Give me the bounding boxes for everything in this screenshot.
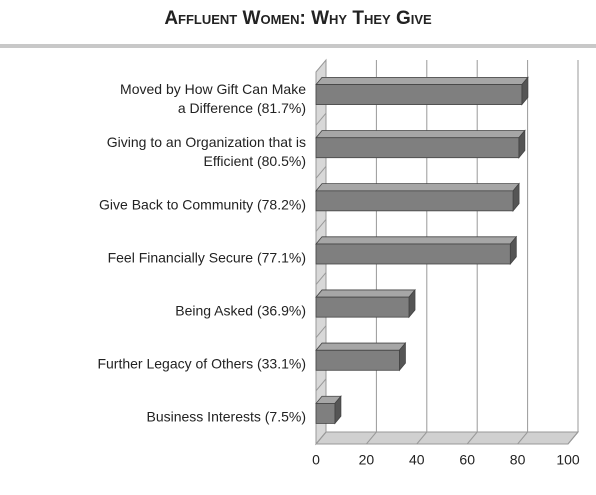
x-tick-label: 60 bbox=[459, 452, 475, 468]
y-tick-label: Business Interests (7.5%) bbox=[146, 408, 306, 425]
bar bbox=[315, 403, 336, 424]
bar bbox=[315, 296, 410, 318]
bar bbox=[315, 137, 520, 159]
bar-top bbox=[315, 130, 526, 139]
bar bbox=[315, 190, 514, 212]
y-tick-label: Further Legacy of Others (33.1%) bbox=[97, 355, 306, 372]
wall-divider bbox=[315, 165, 327, 179]
x-tick-label: 40 bbox=[409, 452, 425, 468]
bar bbox=[315, 349, 400, 371]
bar bbox=[315, 84, 523, 105]
wall-divider bbox=[315, 378, 327, 392]
floor-grid-line bbox=[416, 431, 428, 445]
y-tick-label: Giving to an Organization that is Effici… bbox=[106, 133, 306, 169]
floor-grid-line bbox=[517, 431, 528, 445]
wall-divider bbox=[315, 272, 327, 285]
bar-top bbox=[315, 289, 416, 298]
x-tick-label: 0 bbox=[312, 452, 320, 468]
y-tick-label: Moved by How Gift Can Make a Difference … bbox=[120, 80, 306, 116]
y-tick-label: Give Back to Community (78.2%) bbox=[99, 196, 306, 213]
bar-top bbox=[315, 236, 518, 245]
floor-grid-line bbox=[315, 431, 327, 445]
x-tick-label: 20 bbox=[359, 452, 375, 468]
wall-divider bbox=[315, 325, 327, 339]
bar-top bbox=[315, 183, 520, 192]
x-tick-label: 80 bbox=[510, 452, 526, 468]
wall-divider bbox=[315, 112, 327, 126]
bar-top bbox=[315, 76, 529, 85]
x-tick-label: 100 bbox=[556, 452, 580, 468]
floor-grid-line bbox=[466, 431, 478, 445]
floor-grid-line bbox=[567, 431, 579, 445]
bar bbox=[315, 243, 511, 265]
floor-grid-line bbox=[366, 431, 377, 445]
y-tick-label: Feel Financially Secure (77.1%) bbox=[107, 249, 306, 266]
y-tick-label: Being Asked (36.9%) bbox=[175, 302, 306, 319]
bar-top bbox=[315, 342, 407, 351]
chart-title: Affluent Women: Why They Give bbox=[164, 8, 432, 29]
floor bbox=[314, 431, 580, 445]
wall-divider bbox=[315, 219, 327, 232]
separator bbox=[0, 44, 596, 48]
